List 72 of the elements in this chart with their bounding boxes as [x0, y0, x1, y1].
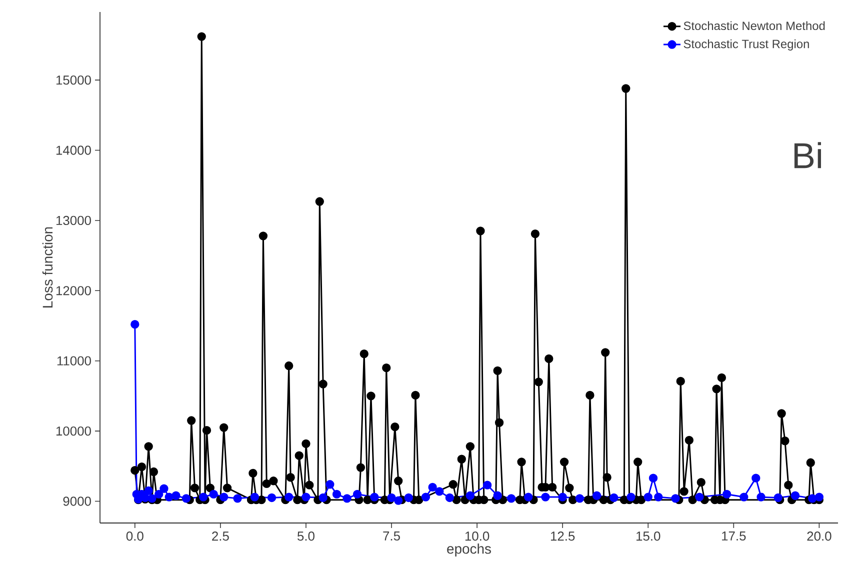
point — [774, 493, 782, 502]
point — [466, 491, 475, 500]
point — [575, 494, 584, 503]
point — [752, 474, 760, 482]
point — [506, 494, 516, 503]
legend-label: Stochastic Trust Region — [684, 39, 809, 51]
point — [182, 494, 191, 503]
legend-label: Stochastic Newton Method — [684, 21, 825, 30]
x-tick-label: 2.5 — [212, 532, 229, 541]
y-tick-label: 9000 — [63, 496, 91, 506]
point — [154, 490, 164, 499]
x-tick-label: 20.0 — [807, 532, 832, 541]
point — [814, 492, 824, 502]
point — [332, 490, 342, 499]
point — [164, 492, 174, 502]
point — [172, 491, 180, 500]
point — [722, 490, 732, 499]
annotation: Bi — [794, 142, 821, 168]
point — [342, 494, 352, 503]
x-axis-title: epochs — [447, 544, 491, 557]
point — [233, 494, 242, 503]
point — [493, 491, 502, 500]
point — [626, 492, 636, 502]
point — [790, 491, 800, 500]
point — [130, 320, 140, 329]
x-tick-label: 5.0 — [297, 532, 314, 541]
point — [524, 492, 533, 502]
point — [160, 484, 168, 493]
point — [250, 492, 259, 502]
point — [394, 496, 403, 505]
point — [421, 492, 430, 502]
point — [740, 492, 748, 502]
y-tick-label: 10000 — [56, 426, 91, 436]
point — [326, 480, 334, 489]
point — [318, 493, 328, 502]
point — [428, 482, 437, 492]
point — [756, 492, 766, 502]
point — [445, 493, 454, 502]
point — [198, 492, 208, 502]
point — [302, 492, 310, 502]
point — [370, 492, 379, 502]
point — [209, 490, 218, 499]
point — [648, 474, 658, 482]
point — [644, 492, 652, 502]
x-tick-label: 12.5 — [550, 532, 575, 541]
point — [592, 491, 602, 500]
x-tick-label: 7.5 — [383, 532, 400, 541]
point — [610, 493, 618, 502]
y-tick-label: 15000 — [56, 75, 91, 85]
point — [267, 493, 276, 502]
point — [387, 493, 396, 502]
x-tick-label: 15.0 — [636, 532, 660, 541]
point — [404, 493, 413, 502]
point — [284, 492, 294, 502]
y-tick-label: 13000 — [56, 216, 91, 226]
x-tick-label: 10.0 — [465, 532, 490, 541]
y-tick-label: 12000 — [56, 286, 91, 296]
x-tick-label: 0.0 — [126, 532, 144, 541]
x-tick-label: 17.5 — [722, 532, 746, 541]
y-tick-label: 11000 — [57, 356, 91, 366]
point — [654, 492, 663, 502]
point — [435, 487, 444, 496]
point — [541, 492, 550, 502]
y-tick-label: 14000 — [56, 146, 91, 155]
point — [671, 494, 680, 503]
point — [352, 490, 362, 499]
point — [220, 492, 228, 502]
y-axis-title: Loss function — [42, 227, 53, 308]
point — [144, 486, 153, 496]
point — [695, 492, 704, 502]
point — [558, 492, 567, 502]
point — [482, 480, 492, 490]
